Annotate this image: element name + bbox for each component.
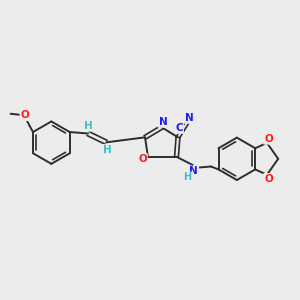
Text: O: O [264, 174, 273, 184]
Text: H: H [103, 145, 112, 155]
Text: H: H [183, 172, 191, 182]
Text: N: N [190, 167, 198, 176]
Text: C: C [176, 123, 183, 133]
Text: O: O [138, 154, 147, 164]
Text: N: N [159, 117, 167, 127]
Text: O: O [264, 134, 273, 144]
Text: N: N [185, 113, 194, 123]
Text: O: O [20, 110, 29, 120]
Text: H: H [84, 121, 92, 131]
